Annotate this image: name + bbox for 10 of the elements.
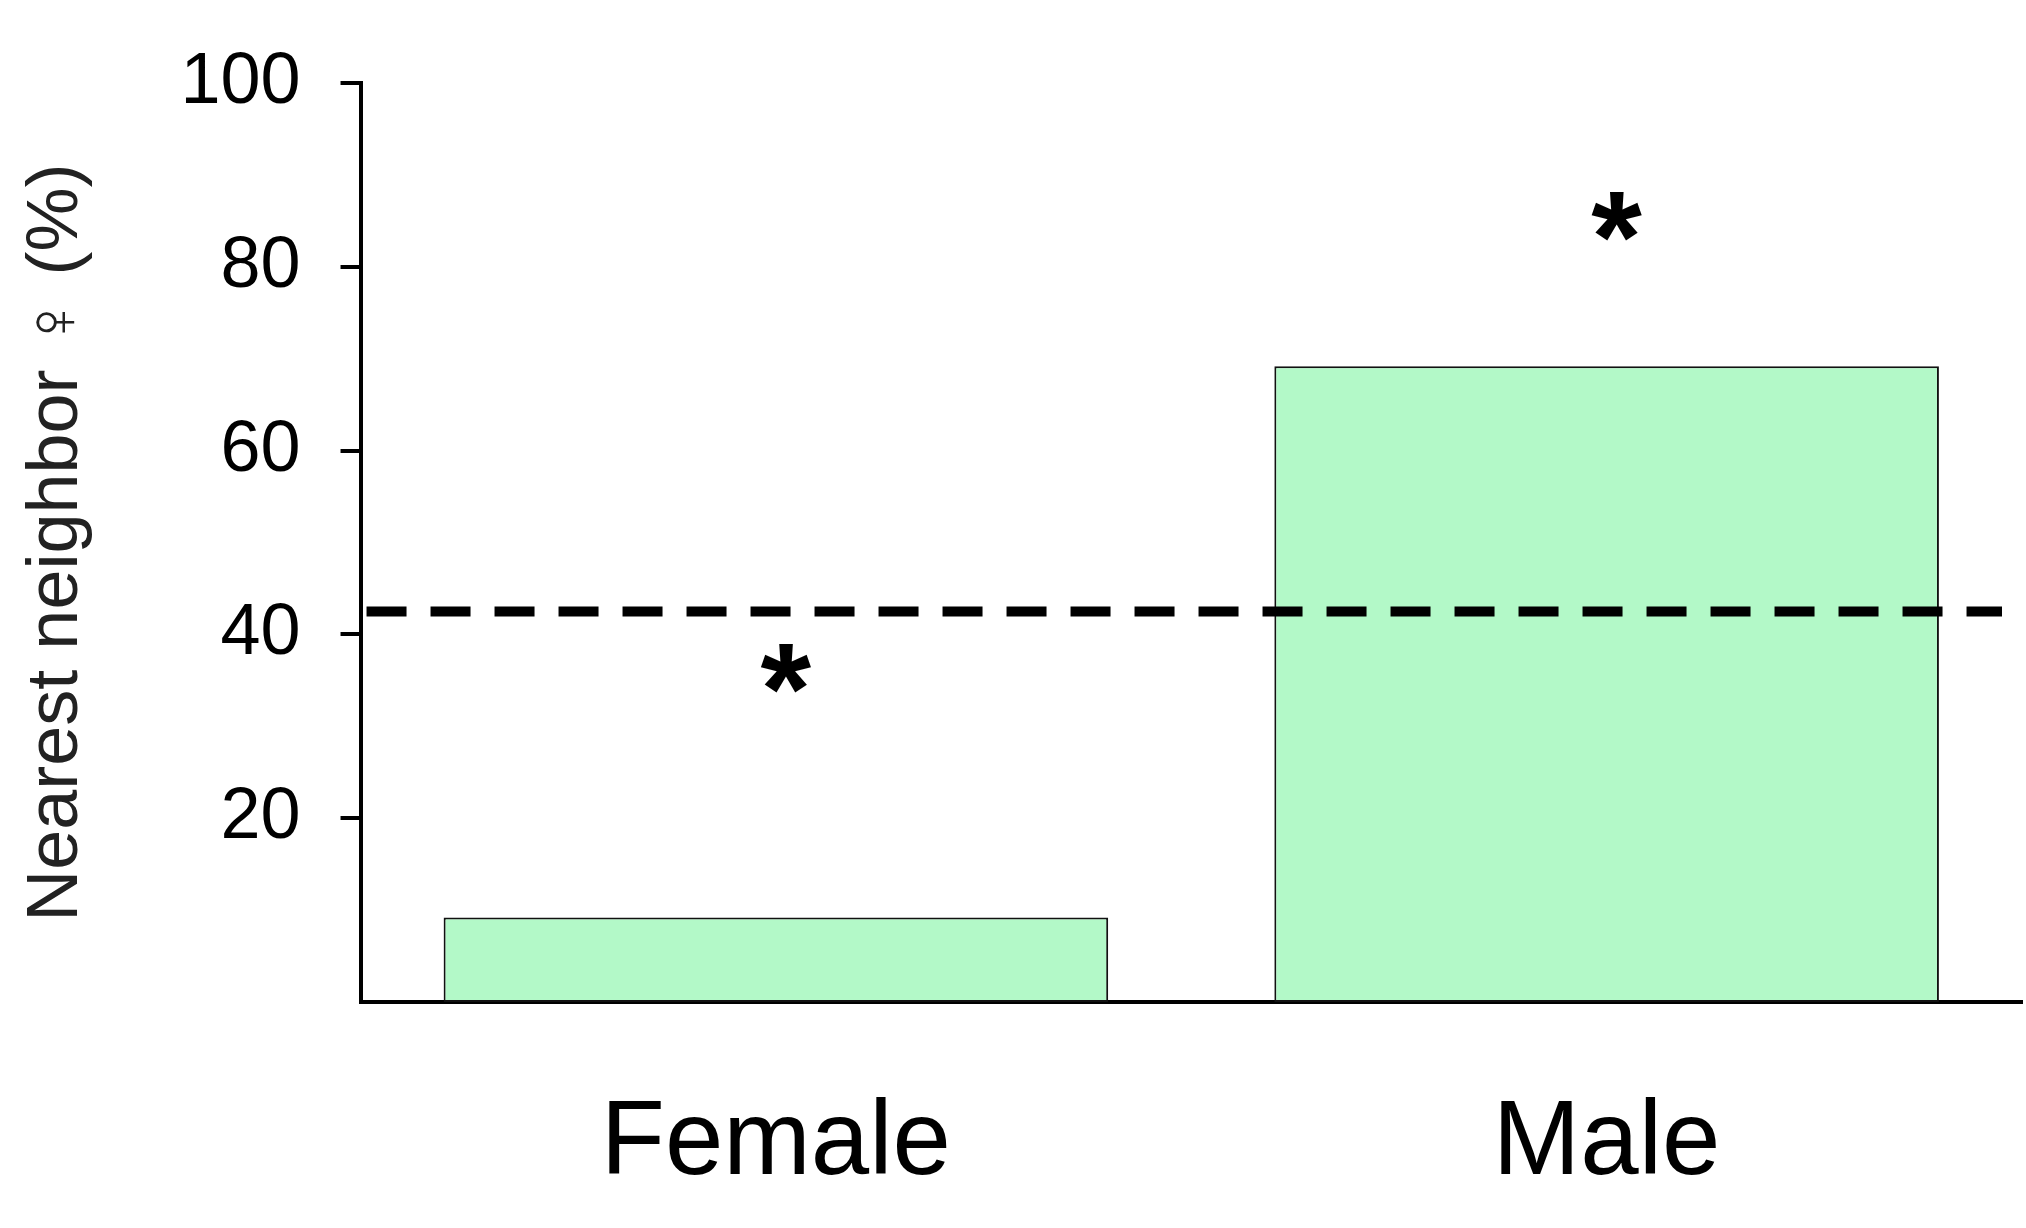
x-tick-label: Female [600, 1078, 951, 1196]
annotation: * [760, 616, 812, 763]
y-tick-label: 20 [220, 773, 301, 854]
y-tick-label: 40 [220, 589, 301, 670]
y-tick-label: 60 [220, 405, 301, 486]
x-tick-label: Male [1492, 1078, 1721, 1196]
y-axis-title: Nearest neighbor ♀ (%) [12, 163, 93, 922]
annotation: * [1591, 164, 1643, 311]
y-tick-label: 100 [180, 38, 301, 119]
y-tick-label: 80 [220, 221, 301, 302]
